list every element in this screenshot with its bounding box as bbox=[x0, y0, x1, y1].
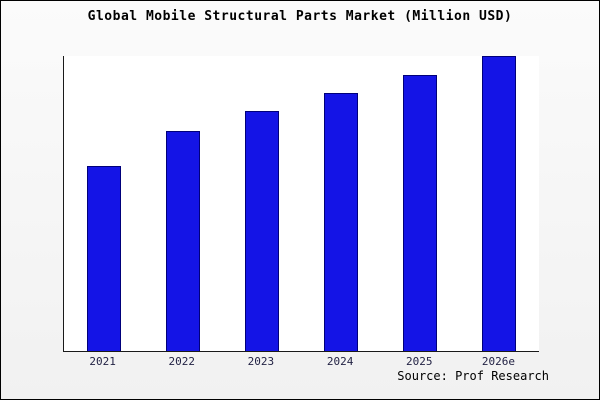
bar-2023 bbox=[244, 111, 279, 351]
bar-2025 bbox=[403, 74, 438, 351]
bar-slot-2022 bbox=[143, 56, 222, 351]
bar-slot-2021 bbox=[64, 56, 143, 351]
x-tick-2026e: 2026e bbox=[481, 355, 515, 368]
source-text: Source: Prof Research bbox=[397, 369, 549, 383]
bar-slot-2025 bbox=[381, 56, 460, 351]
bar-slot-2026e bbox=[460, 56, 539, 351]
bar-slot-2024 bbox=[302, 56, 381, 351]
x-tick-2024: 2024 bbox=[326, 355, 354, 368]
bar-slot-2023 bbox=[222, 56, 301, 351]
x-axis-labels: 2021 2022 2023 2024 2025 2026e bbox=[63, 355, 538, 368]
bar-2022 bbox=[165, 130, 200, 351]
bar-2024 bbox=[324, 93, 359, 351]
bar-2021 bbox=[86, 166, 121, 351]
x-tick-2025: 2025 bbox=[406, 355, 433, 368]
plot-area bbox=[63, 56, 539, 352]
x-tick-2023: 2023 bbox=[247, 355, 275, 368]
bar-2026e bbox=[482, 56, 517, 351]
bars-container bbox=[64, 56, 539, 351]
chart-title: Global Mobile Structural Parts Market (M… bbox=[87, 9, 513, 24]
x-tick-2021: 2021 bbox=[89, 355, 116, 368]
x-tick-2022: 2022 bbox=[168, 355, 196, 368]
